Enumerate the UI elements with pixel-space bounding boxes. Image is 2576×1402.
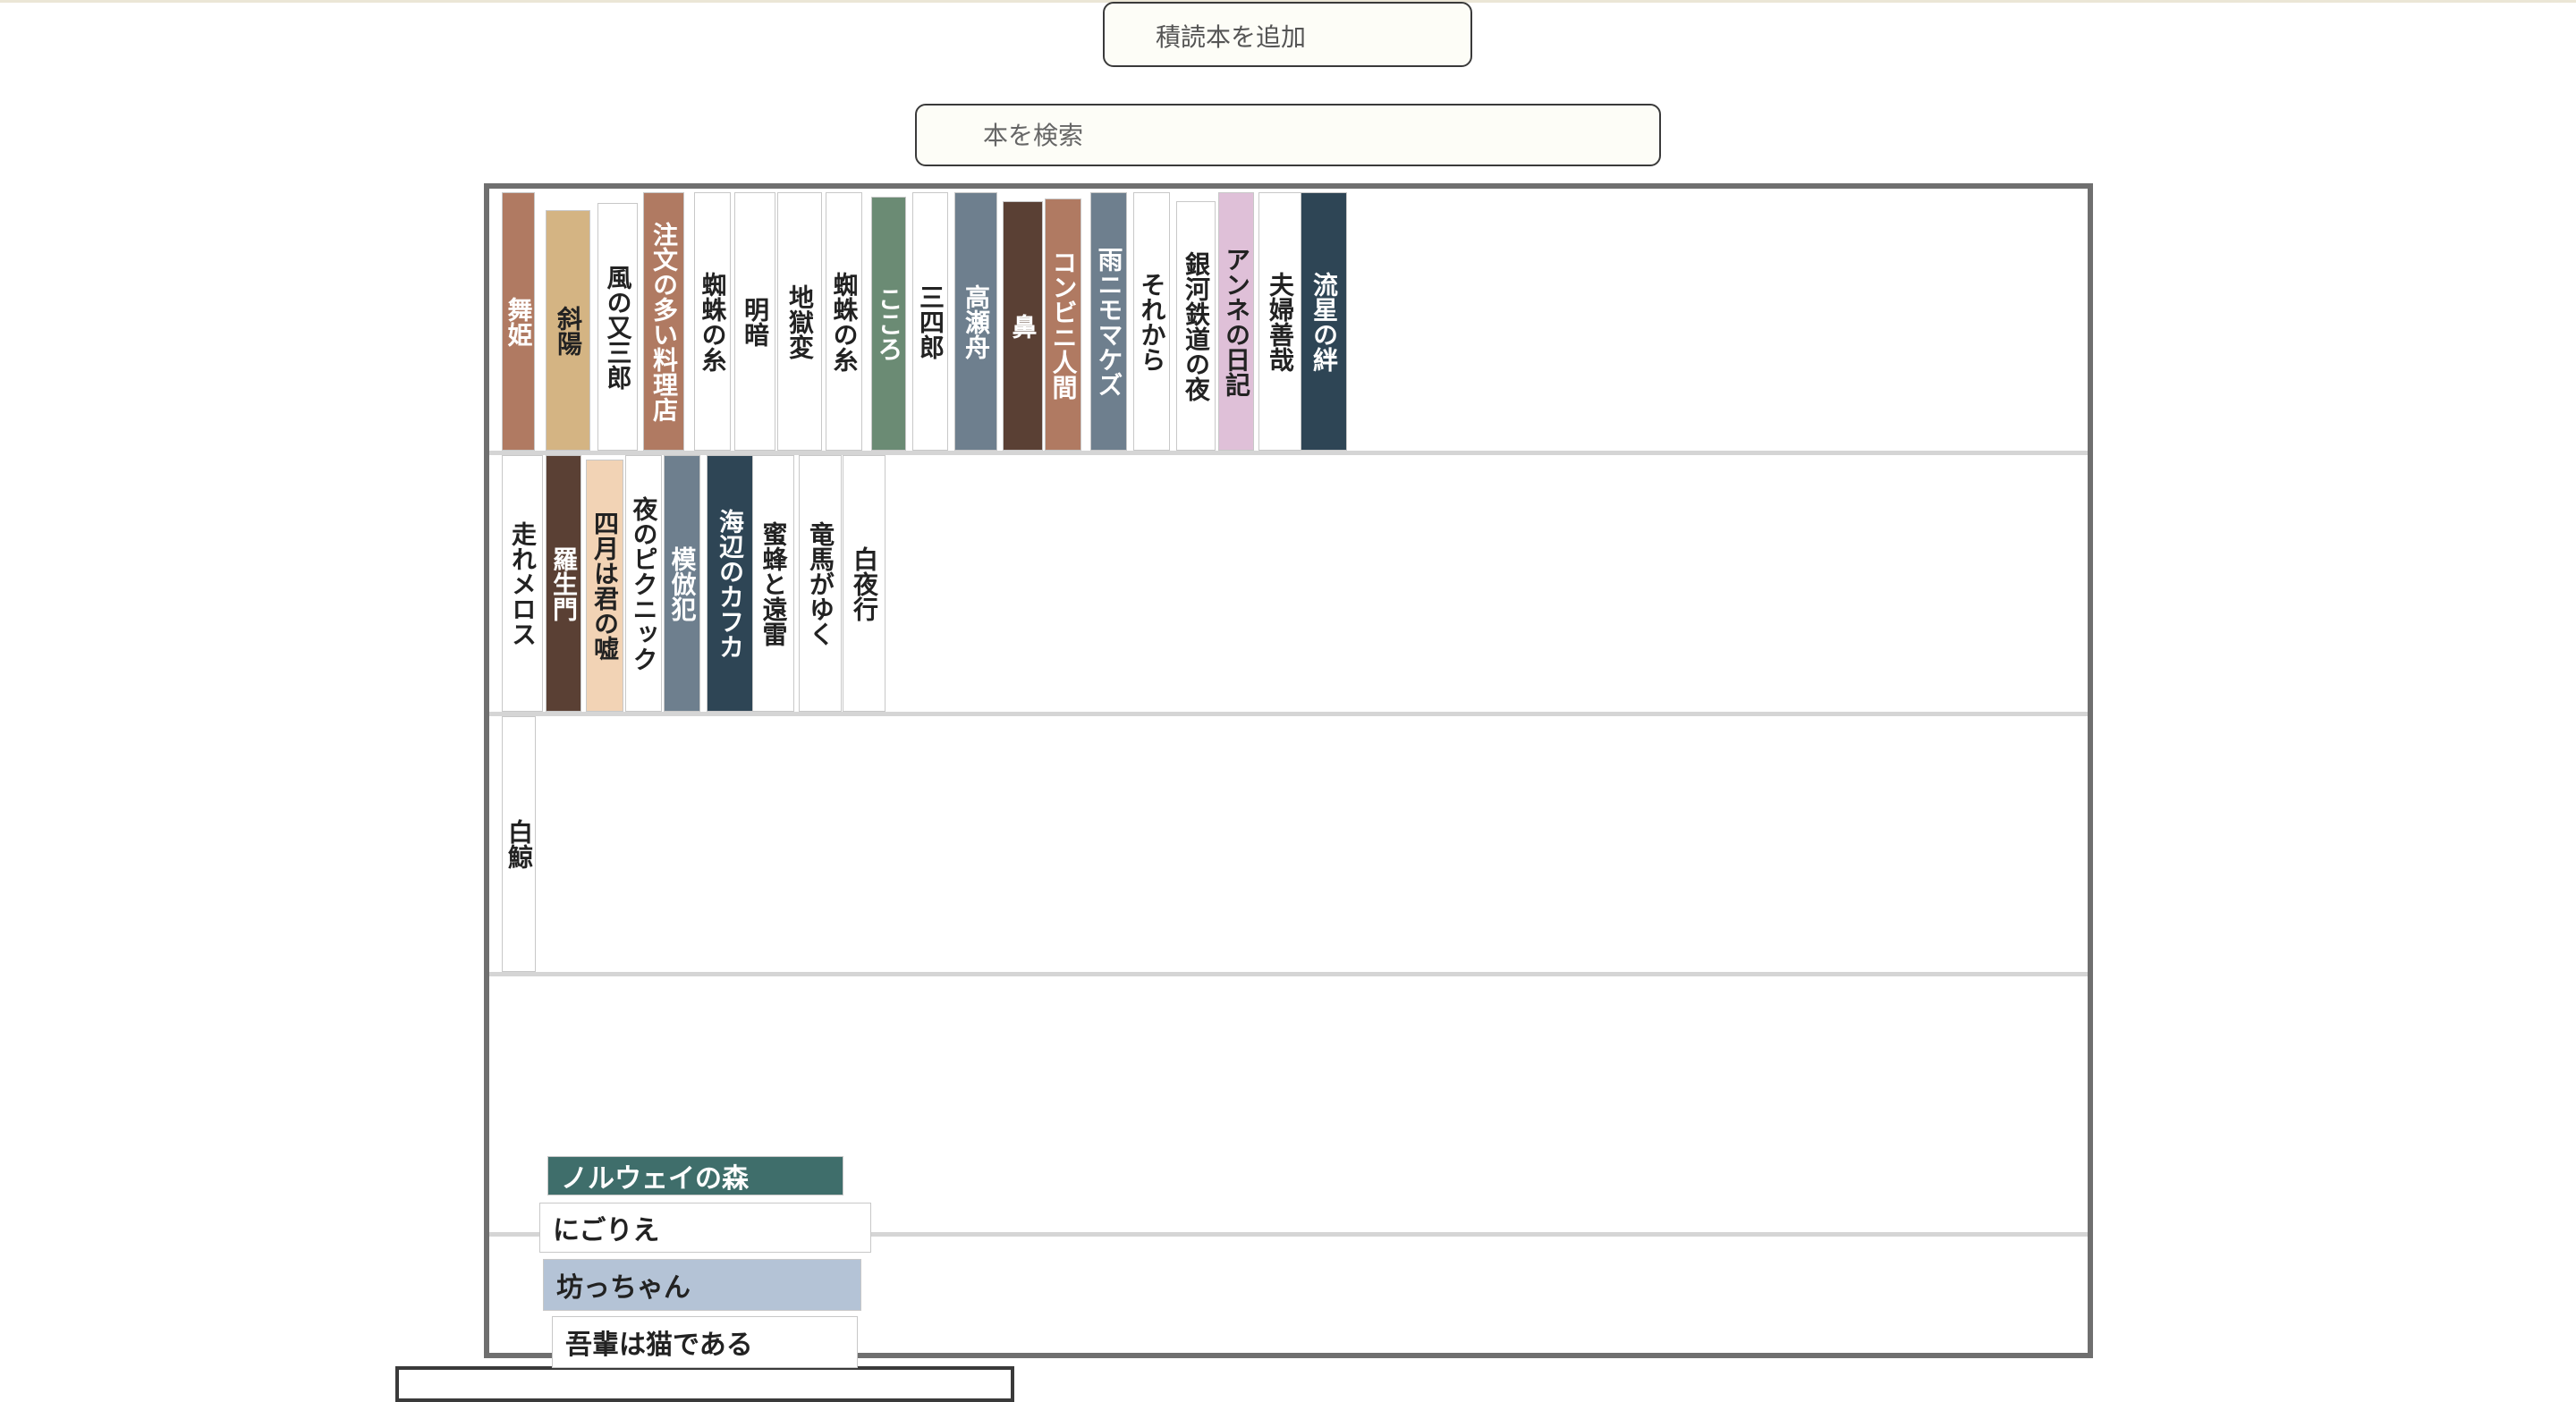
top-edge-line [0, 0, 2576, 3]
shelf-divider [489, 451, 2088, 455]
book-spine[interactable]: 模倣犯 [664, 455, 700, 712]
book-spine[interactable]: 雨ニモマケズ [1090, 192, 1127, 451]
book-spine[interactable]: 蜘蛛の糸 [826, 192, 862, 451]
book-spine[interactable]: 蜘蛛の糸 [694, 192, 731, 451]
book-spine[interactable]: 注文の多い料理店 [643, 192, 684, 451]
book-spine[interactable]: 風の又三郎 [597, 203, 638, 451]
book-spine[interactable]: 明暗 [734, 192, 775, 451]
book-spine[interactable]: 高瀬舟 [954, 192, 997, 451]
book-spine[interactable]: 銀河鉄道の夜 [1176, 201, 1216, 451]
book-spine[interactable]: コンビニ人間 [1045, 198, 1081, 451]
book-spine[interactable]: それから [1133, 192, 1170, 451]
book-spine[interactable]: 夫婦善哉 [1258, 192, 1301, 451]
bottom-panel [395, 1366, 1014, 1402]
stacked-book[interactable]: 坊っちゃん [543, 1259, 861, 1311]
book-spine[interactable]: 羅生門 [546, 455, 581, 712]
book-spine[interactable]: 海辺のカフカ [707, 455, 753, 712]
book-search-input[interactable] [915, 104, 1661, 166]
shelf-divider [489, 972, 2088, 976]
shelf-divider [489, 1232, 2088, 1237]
stacked-book[interactable]: 吾輩は猫である [552, 1316, 858, 1368]
book-spine[interactable]: 鼻 [1003, 201, 1043, 451]
stacked-book[interactable]: ノルウェイの森 [547, 1156, 843, 1195]
book-spine[interactable]: 四月は君の嘘 [586, 460, 623, 712]
book-spine[interactable]: 地獄変 [777, 192, 822, 451]
book-spine[interactable]: アンネの日記 [1218, 192, 1254, 451]
book-spine[interactable]: 蜜蜂と遠雷 [752, 455, 794, 712]
book-spine[interactable]: 竜馬がゆく [799, 455, 842, 712]
stacked-book[interactable]: にごりえ [539, 1203, 871, 1253]
book-spine[interactable]: 流星の絆 [1301, 192, 1347, 451]
book-spine[interactable]: 白夜行 [843, 455, 886, 712]
book-spine[interactable]: 舞姫 [502, 192, 535, 451]
shelf-divider [489, 712, 2088, 716]
book-spine[interactable]: こころ [871, 197, 906, 451]
add-unread-book-button[interactable]: 積読本を追加 [1103, 2, 1472, 67]
book-spine[interactable]: 斜陽 [546, 210, 590, 451]
book-spine[interactable]: 走れメロス [502, 455, 543, 712]
book-spine[interactable]: 三四郎 [912, 192, 948, 451]
book-spine[interactable]: 夜のピクニック [625, 455, 662, 712]
book-spine[interactable]: 白鯨 [502, 716, 536, 972]
